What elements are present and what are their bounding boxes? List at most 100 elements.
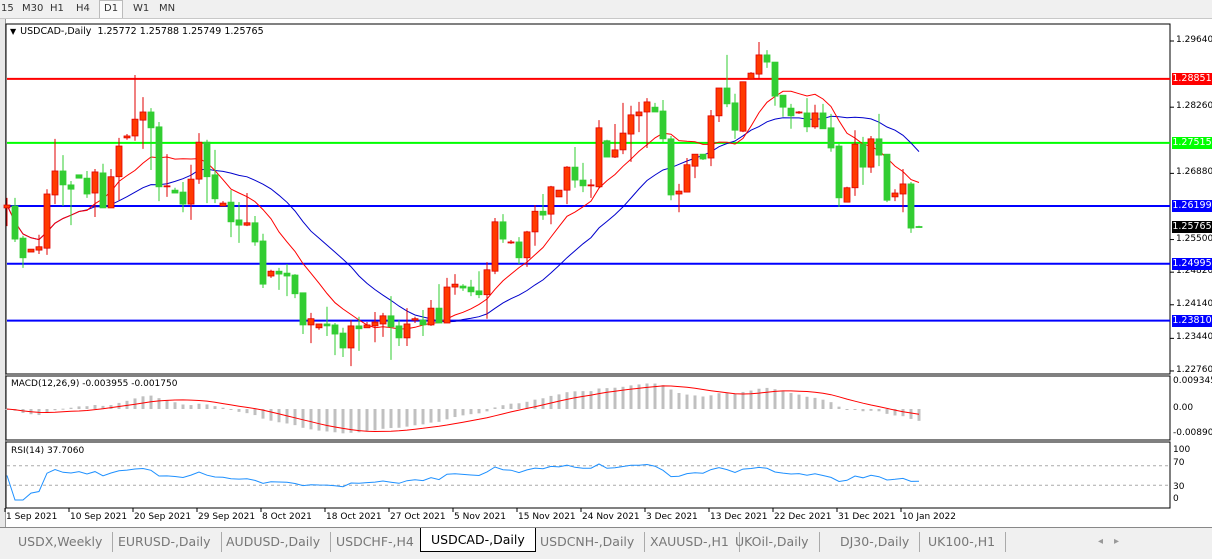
macd-histogram-bar [765, 387, 769, 409]
macd-histogram-bar [373, 409, 377, 431]
candle [555, 189, 563, 198]
macd-histogram-bar [469, 409, 473, 415]
candle-body [91, 171, 99, 194]
tab-usdcnh-daily[interactable]: USDCNH-,Daily [540, 532, 646, 552]
chart-tabs-bar: USDX,Weekly EURUSD-,Daily AUDUSD-,Daily … [0, 527, 1212, 559]
candle [419, 310, 427, 336]
chart-canvas[interactable] [0, 0, 1212, 527]
candle-body [299, 292, 307, 326]
candle-body [227, 201, 235, 223]
macd-histogram-bar [93, 405, 97, 409]
collapse-triangle-icon[interactable]: ▼ [10, 27, 17, 36]
candle [403, 308, 411, 347]
candle [811, 104, 819, 129]
candle-body [307, 318, 315, 326]
candle [251, 216, 259, 246]
candle-body [131, 118, 139, 137]
candle-body [315, 323, 323, 329]
tab-xauusd-h1[interactable]: XAUUSD-,H1 [650, 532, 740, 552]
candle-body [699, 153, 707, 160]
candle [203, 139, 211, 204]
candle-body [147, 111, 155, 129]
candle-body [59, 170, 67, 186]
timeframe-toolbar: 15 M30 H1 H4 D1 W1 MN [0, 0, 1212, 19]
candle-body [475, 290, 483, 296]
candle [715, 87, 723, 123]
tab-scroll-left-icon[interactable]: ◂ [1098, 536, 1104, 547]
candle [67, 181, 75, 226]
macd-histogram-bar [117, 402, 121, 409]
candle [515, 237, 523, 265]
date-tick-label: 27 Oct 2021 [390, 512, 446, 522]
macd-histogram-bar [189, 405, 193, 409]
tab-usdx-weekly[interactable]: USDX,Weekly [18, 532, 114, 552]
candle-body [155, 126, 163, 188]
candle [651, 102, 659, 113]
candle [371, 311, 379, 343]
candle [627, 105, 635, 162]
candle-body [779, 94, 787, 108]
macd-histogram-bar [69, 407, 73, 409]
candle [435, 284, 443, 324]
candle [11, 197, 19, 242]
macd-histogram-bar [853, 409, 857, 410]
macd-histogram-bar [509, 403, 513, 409]
candle [163, 154, 171, 197]
timeframe-mn[interactable]: MN [159, 3, 176, 14]
timeframe-m15[interactable]: 15 [1, 3, 14, 14]
macd-histogram-bar [741, 391, 745, 409]
candle [323, 306, 331, 336]
macd-histogram-bar [605, 388, 609, 409]
tab-eurusd-daily[interactable]: EURUSD-,Daily [118, 532, 222, 552]
tab-audusd-daily[interactable]: AUDUSD-,Daily [226, 532, 332, 552]
candle [819, 103, 827, 130]
macd-histogram-bar [389, 409, 393, 429]
timeframe-h4[interactable]: H4 [76, 3, 90, 14]
macd-histogram-bar [493, 407, 497, 409]
macd-histogram-bar [413, 409, 417, 426]
candle [243, 193, 251, 227]
macd-histogram-bar [573, 391, 577, 409]
candle [3, 197, 11, 227]
date-tick-label: 10 Sep 2021 [70, 512, 128, 522]
candle-body [795, 111, 803, 114]
tab-uk100-h1[interactable]: UK100-,H1 [928, 532, 1007, 552]
candle-body [387, 315, 395, 328]
timeframe-m30[interactable]: M30 [22, 3, 44, 14]
macd-histogram-bar [477, 409, 481, 414]
tab-usdchf-h4[interactable]: USDCHF-,H4 [336, 534, 414, 549]
candle [291, 274, 299, 299]
tab-scroll-right-icon[interactable]: ▸ [1114, 536, 1120, 547]
candle [315, 323, 323, 330]
level-price-tag: 1.28851 [1172, 72, 1212, 85]
candle-body [747, 72, 755, 80]
candle-body [563, 166, 571, 191]
timeframe-d1[interactable]: D1 [99, 0, 124, 18]
price-tick-label: 1.26880 [1176, 167, 1212, 178]
candle-body [379, 315, 387, 325]
candle [779, 94, 787, 117]
candle [187, 164, 195, 220]
candle [707, 110, 715, 167]
macd-histogram-bar [917, 409, 921, 421]
candle-body [859, 143, 867, 168]
candle [387, 296, 395, 360]
timeframe-w1[interactable]: W1 [133, 3, 150, 14]
candle [451, 274, 459, 295]
tab-ukoil-daily[interactable]: UKOil-,Daily [735, 532, 820, 552]
macd-histogram-bar [45, 409, 49, 413]
tab-usdcad-daily[interactable]: USDCAD-,Daily [420, 528, 536, 552]
macd-histogram-bar [829, 402, 833, 409]
candle-body [883, 153, 891, 201]
candle [803, 98, 811, 133]
macd-histogram-bar [229, 409, 233, 410]
macd-histogram-bar [597, 388, 601, 409]
macd-histogram-bar [213, 406, 217, 409]
macd-histogram-bar [429, 409, 433, 423]
candle-body [43, 193, 51, 249]
timeframe-h1[interactable]: H1 [50, 3, 64, 14]
tab-dj30-daily[interactable]: DJ30-,Daily [840, 532, 921, 552]
candle [35, 234, 43, 254]
macd-histogram-bar [245, 409, 249, 414]
macd-histogram-bar [613, 387, 617, 409]
